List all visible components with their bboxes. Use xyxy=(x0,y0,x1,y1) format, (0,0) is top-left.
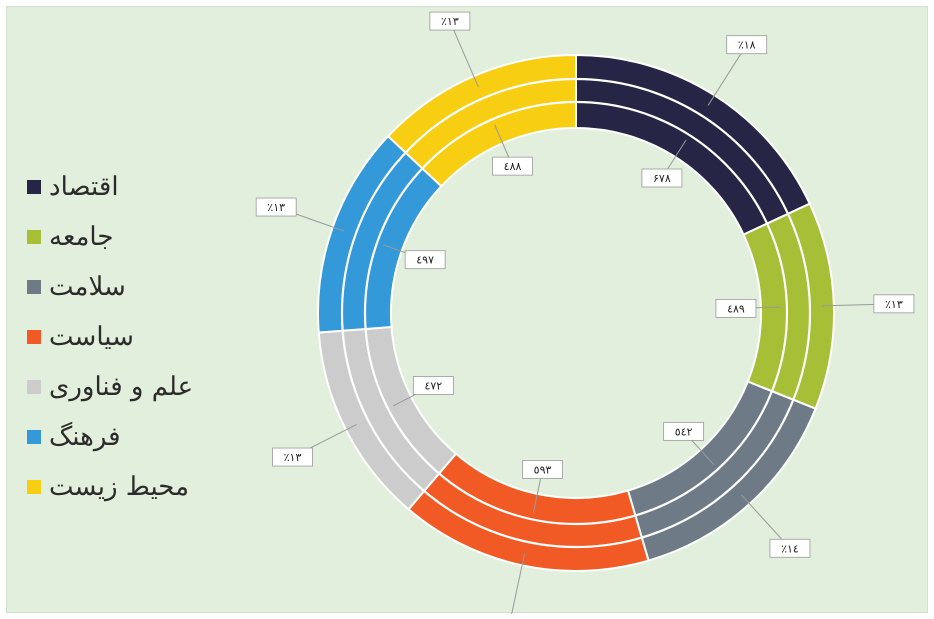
legend-item: سیاست xyxy=(27,312,237,362)
legend-swatch xyxy=(27,480,41,494)
legend-item: جامعه xyxy=(27,212,237,262)
value-label-box xyxy=(641,168,683,188)
value-label: ٤٧٢ xyxy=(424,379,442,392)
legend-label: علم و فناوری xyxy=(49,372,194,402)
legend: اقتصاد جامعه سلامت سیاست علم و فناوری فر… xyxy=(27,162,237,512)
value-label: ٥٤٢ xyxy=(675,425,693,438)
value-label: ۶۷۸ xyxy=(653,172,671,185)
percent-label: ٪۱۳ xyxy=(885,298,903,311)
legend-swatch xyxy=(27,380,41,394)
donut-slice xyxy=(742,202,835,410)
value-label-box xyxy=(522,460,563,479)
leader-line xyxy=(707,44,748,106)
value-label-box xyxy=(663,421,705,441)
percent-label: ٪١٤ xyxy=(781,542,799,555)
percent-label: ٪۱۸ xyxy=(738,39,756,52)
legend-item: فرهنگ xyxy=(27,412,237,462)
chart-frame: ٪۱۸۶۷۸٪۱۳٤٨٩٪١٤٥٤٢٪۱۶٥٩٣٪۱۳٤٧٢٪۱۳٤٩٧٪۱۳٤… xyxy=(6,6,928,614)
value-label: ٤٨٨ xyxy=(504,160,522,173)
ring-separator xyxy=(363,100,789,526)
percent-label: ٪۱۳ xyxy=(267,201,285,214)
leader-line xyxy=(449,20,479,88)
legend-label: فرهنگ xyxy=(49,422,121,452)
legend-item: علم و فناوری xyxy=(27,362,237,412)
legend-item: محیط زیست xyxy=(27,462,237,512)
value-label-box xyxy=(412,376,454,395)
value-label-box xyxy=(715,298,757,318)
value-label: ٥٩٣ xyxy=(534,463,552,476)
percent-label-box xyxy=(272,447,313,467)
percent-label: ٪۱۳ xyxy=(441,15,459,28)
legend-label: جامعه xyxy=(49,222,114,252)
percent-label-box xyxy=(255,197,297,217)
donut-chart: ٪۱۸۶۷۸٪۱۳٤٨٩٪١٤٥٤٢٪۱۶٥٩٣٪۱۳٤٧٢٪۱۳٤٩٧٪۱۳٤… xyxy=(255,11,915,614)
value-label: ٤٩٧ xyxy=(416,254,434,267)
percent-label-box xyxy=(873,294,915,314)
ring-separator xyxy=(340,77,812,549)
legend-swatch xyxy=(27,180,41,194)
value-label-box xyxy=(404,250,446,270)
legend-swatch xyxy=(27,430,41,444)
legend-label: محیط زیست xyxy=(49,472,190,502)
legend-label: اقتصاد xyxy=(49,172,119,202)
donut-slice xyxy=(386,53,577,188)
legend-item: سلامت xyxy=(27,262,237,312)
leader-line xyxy=(511,553,526,614)
percent-label-box xyxy=(726,35,768,55)
legend-swatch xyxy=(27,230,41,244)
percent-label: ٪۱۳ xyxy=(284,451,302,464)
legend-swatch xyxy=(27,280,41,294)
value-label-box xyxy=(492,156,533,176)
percent-label-box xyxy=(429,11,471,31)
legend-swatch xyxy=(27,330,41,344)
value-label: ٤٨٩ xyxy=(727,302,745,315)
legend-label: سیاست xyxy=(49,322,134,352)
percent-label-box xyxy=(769,538,811,558)
legend-item: اقتصاد xyxy=(27,162,237,212)
legend-label: سلامت xyxy=(49,272,126,302)
